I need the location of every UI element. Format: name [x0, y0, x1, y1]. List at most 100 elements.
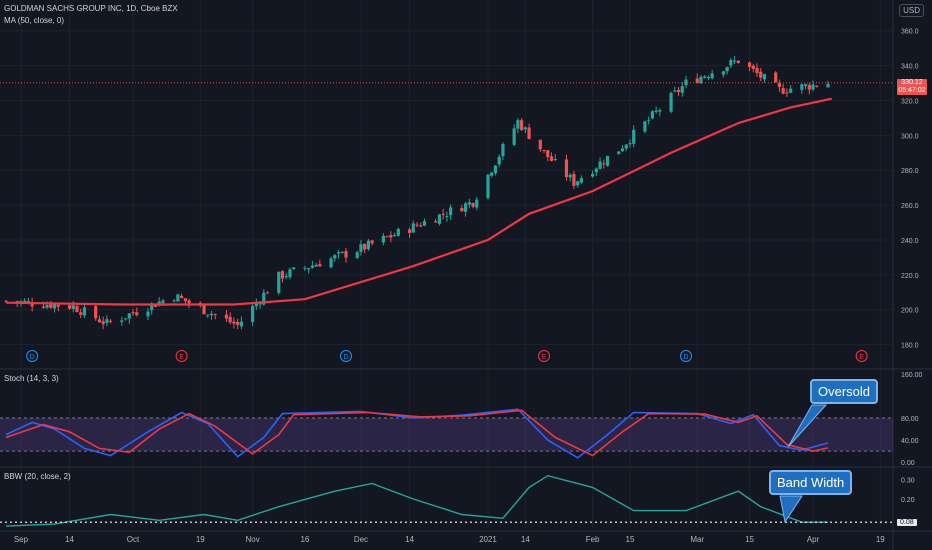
candle-body [67, 305, 72, 309]
candle [56, 304, 60, 312]
candle-body [45, 305, 49, 308]
y-tick-label: 220.0 [901, 273, 919, 280]
candle-body [497, 156, 501, 165]
candle-body [389, 235, 393, 238]
x-tick-label: 14 [521, 535, 530, 544]
x-tick-label: 15 [626, 535, 635, 544]
x-tick-label: 19 [196, 535, 205, 544]
candle [437, 213, 442, 226]
candle [187, 298, 191, 309]
candle-body [41, 306, 45, 308]
x-tick-label: Mar [690, 535, 704, 544]
candle [340, 251, 344, 254]
candle-body [71, 305, 75, 309]
candle [318, 259, 322, 267]
candle-body [52, 304, 57, 309]
candle-body [695, 78, 699, 83]
earnings-marker: E [175, 350, 188, 362]
candle-body [654, 110, 658, 112]
candle-body [292, 267, 296, 270]
candle [497, 154, 501, 168]
candle [632, 125, 636, 148]
candle-body [254, 303, 258, 307]
candle [467, 198, 471, 209]
marker-label: E [859, 354, 864, 361]
marker-circle [855, 350, 868, 362]
candle-body [755, 68, 759, 74]
currency-badge[interactable]: USD [899, 4, 924, 17]
candle-body [381, 235, 385, 243]
candle-body [422, 221, 427, 226]
candle-body [258, 303, 262, 305]
candle [620, 145, 625, 152]
candle-body [15, 301, 19, 303]
candle-body [94, 306, 98, 319]
candle-body [520, 120, 524, 130]
candle [209, 310, 214, 320]
candle-body [407, 229, 412, 233]
candle [131, 309, 135, 316]
candle [172, 299, 176, 303]
candle-body [624, 144, 628, 149]
bbw-line [5, 474, 828, 527]
candle-body [329, 258, 333, 268]
candle [624, 144, 628, 152]
candle-body [146, 311, 150, 317]
candle [751, 63, 755, 73]
candle-body [680, 86, 684, 93]
candle [449, 204, 453, 220]
candle [471, 202, 475, 209]
candle [49, 300, 53, 310]
candle-body [669, 93, 673, 112]
candle-body [736, 60, 740, 63]
candle [643, 120, 647, 134]
candle-body [187, 300, 191, 304]
candle [445, 211, 449, 222]
candle [232, 317, 236, 329]
candle [333, 253, 337, 262]
candle-body [183, 298, 187, 302]
candle [265, 290, 270, 294]
candle [292, 266, 296, 270]
y-tick-label: 180.0 [901, 343, 919, 350]
candle [202, 303, 206, 315]
candle-body [579, 178, 583, 183]
candle [703, 75, 707, 79]
marker-circle [175, 350, 188, 362]
candle-body [176, 294, 180, 302]
candle [109, 319, 113, 324]
earnings-marker: E [538, 350, 551, 362]
candle [572, 170, 576, 189]
candle [224, 309, 229, 323]
candle-body [434, 221, 438, 223]
candle-body [75, 306, 79, 312]
candle [617, 151, 621, 155]
candle [236, 318, 240, 330]
candle-body [131, 312, 135, 314]
ma-50-line [5, 97, 832, 306]
candle [123, 318, 128, 321]
candle-body [549, 156, 554, 161]
candle-body [516, 120, 520, 129]
marker-circle [680, 350, 693, 362]
candle-body [460, 208, 464, 212]
y-tick-label: 340.0 [901, 64, 919, 71]
candle [706, 75, 711, 81]
candle [307, 267, 311, 274]
candle [239, 316, 243, 330]
candle [747, 61, 752, 72]
candle [176, 293, 180, 302]
candle [736, 60, 740, 64]
candle-body [605, 155, 610, 166]
candle [228, 312, 232, 325]
last-price-value: 330.12 [901, 79, 923, 86]
candle [407, 227, 412, 239]
candle-body [725, 67, 729, 72]
candle-body [363, 243, 367, 250]
candle-body [747, 62, 752, 68]
candle [669, 91, 673, 114]
candle [79, 308, 83, 319]
candle-body [336, 252, 341, 254]
candle-body [542, 149, 546, 151]
